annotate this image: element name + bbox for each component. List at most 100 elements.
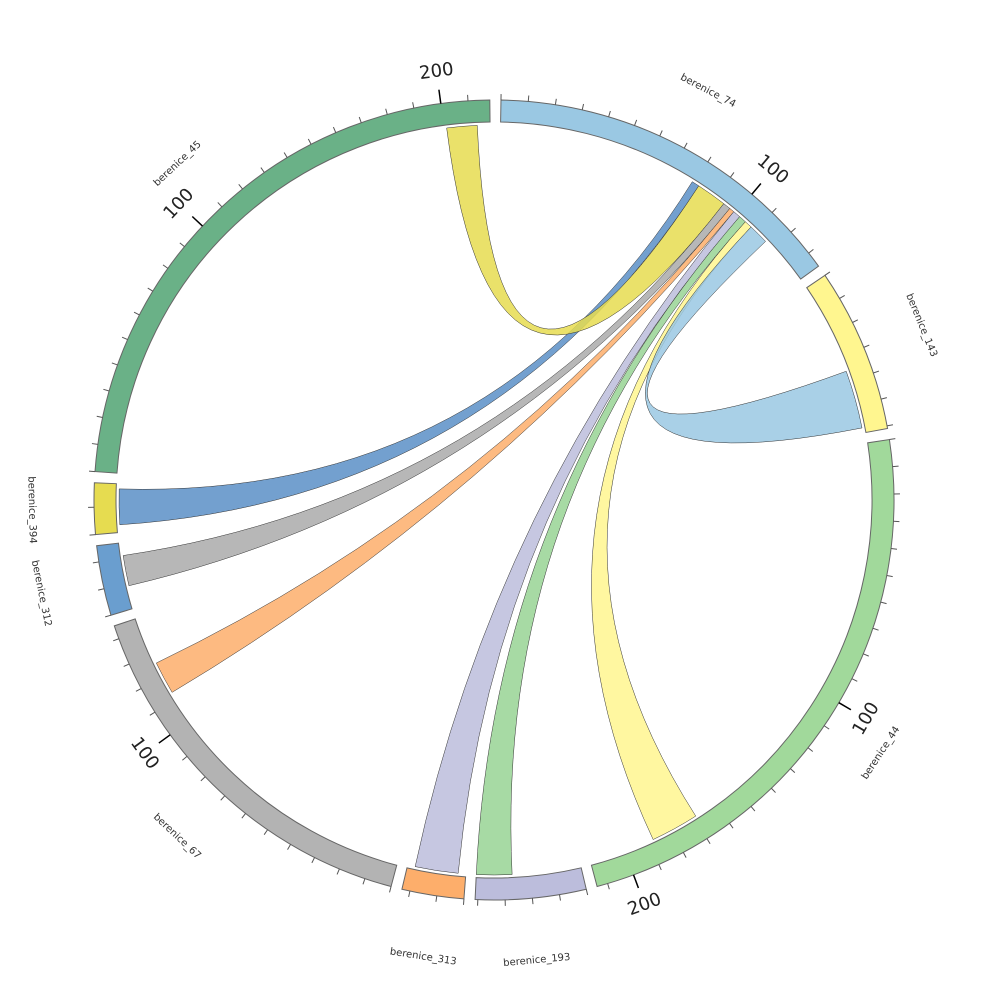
segment-label: berenice_312 [29, 559, 53, 627]
major-tick-label: 100 [753, 150, 793, 188]
minor-tick [390, 887, 392, 893]
minor-tick [891, 548, 897, 549]
segment [95, 100, 490, 473]
minor-tick [261, 168, 264, 173]
minor-tick [659, 864, 661, 869]
minor-tick [809, 249, 814, 253]
major-tick-label: 200 [418, 59, 455, 84]
minor-tick [887, 425, 893, 426]
minor-tick [337, 869, 339, 875]
minor-tick [707, 839, 710, 844]
major-tick [839, 703, 851, 710]
segment-label: berenice_193 [503, 952, 571, 969]
minor-tick [163, 265, 168, 268]
minor-tick [873, 628, 879, 630]
minor-tick [751, 806, 755, 811]
minor-tick [98, 589, 104, 590]
minor-tick [284, 152, 287, 157]
minor-tick [218, 202, 222, 206]
minor-tick [660, 131, 662, 136]
minor-tick [772, 208, 776, 212]
minor-tick [92, 444, 98, 445]
segment [591, 440, 894, 887]
minor-tick [528, 95, 529, 101]
minor-tick [113, 639, 119, 641]
minor-tick [532, 898, 533, 904]
minor-tick [134, 312, 139, 315]
minor-tick [893, 466, 899, 467]
minor-tick [889, 439, 895, 440]
links [119, 125, 862, 875]
minor-tick [312, 857, 315, 862]
segment-label: berenice_74 [678, 72, 737, 110]
major-tick [752, 184, 761, 195]
minor-tick [730, 823, 734, 828]
minor-tick [180, 243, 185, 247]
minor-tick [808, 748, 813, 752]
major-tick [634, 875, 639, 888]
minor-tick [413, 102, 414, 108]
minor-tick [93, 562, 99, 563]
segment-label: berenice_143 [903, 292, 939, 359]
minor-tick [873, 371, 879, 373]
minor-tick [409, 891, 410, 897]
minor-tick [264, 830, 267, 835]
minor-tick [863, 654, 869, 656]
minor-tick [852, 679, 857, 682]
minor-tick [288, 844, 291, 849]
major-tick-label: 100 [126, 733, 163, 773]
minor-tick [609, 111, 611, 117]
major-tick-label: 200 [625, 889, 665, 921]
minor-tick [103, 389, 109, 391]
minor-tick [90, 535, 96, 536]
segment [94, 483, 117, 535]
minor-tick [635, 120, 637, 126]
segment [97, 543, 132, 615]
minor-tick [864, 345, 870, 347]
minor-tick [559, 895, 560, 901]
minor-tick [881, 602, 887, 604]
minor-tick [124, 664, 129, 666]
minor-tick [122, 337, 127, 339]
minor-tick [582, 104, 583, 110]
minor-tick [586, 889, 587, 895]
minor-tick [708, 157, 711, 162]
major-tick [192, 217, 202, 227]
major-tick [159, 735, 170, 743]
major-tick [439, 90, 441, 104]
minor-tick [221, 796, 225, 800]
minor-tick [242, 813, 246, 818]
minor-tick [363, 879, 365, 885]
minor-tick [824, 726, 829, 729]
major-tick-label: 100 [848, 699, 884, 739]
minor-tick [790, 769, 794, 773]
minor-tick [683, 852, 686, 857]
minor-tick [771, 788, 775, 792]
minor-tick [840, 295, 845, 298]
segment-label: berenice_313 [389, 946, 457, 967]
segment-label: berenice_394 [25, 476, 37, 544]
minor-tick [308, 139, 311, 144]
minor-tick [112, 363, 118, 365]
minor-tick [730, 172, 734, 177]
minor-tick [555, 99, 556, 105]
segment-label: berenice_45 [152, 139, 204, 189]
minor-tick [201, 777, 205, 781]
minor-tick [239, 184, 243, 189]
segment-label: berenice_67 [151, 812, 203, 862]
minor-tick [791, 228, 795, 232]
minor-tick [97, 416, 103, 417]
minor-tick [182, 756, 187, 760]
minor-tick [148, 288, 153, 291]
minor-tick [333, 127, 335, 133]
minor-tick [608, 884, 610, 890]
minor-tick [386, 109, 388, 115]
minor-tick [105, 615, 111, 617]
minor-tick [436, 896, 437, 902]
minor-tick [150, 712, 155, 715]
minor-tick [852, 320, 857, 323]
minor-tick [881, 398, 887, 400]
minor-tick [825, 272, 830, 275]
minor-tick [136, 689, 141, 692]
